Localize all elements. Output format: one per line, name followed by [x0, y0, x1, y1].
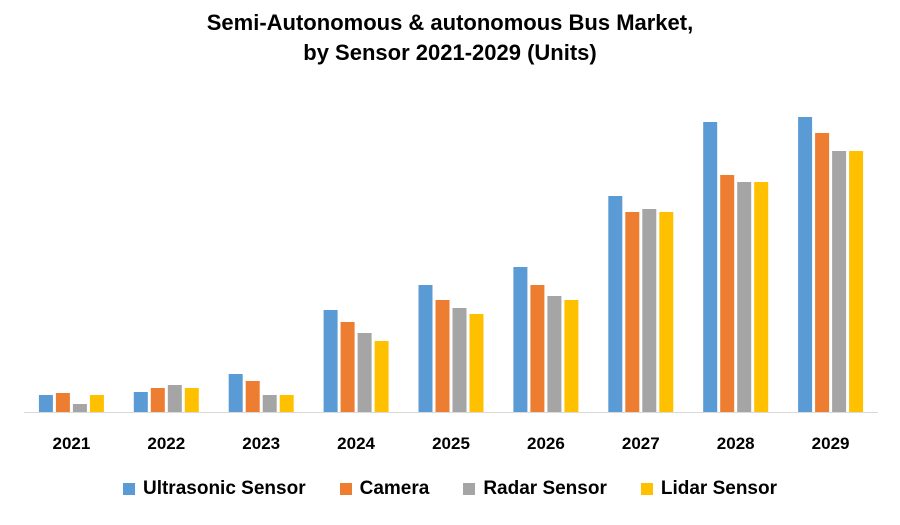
legend-item-camera: Camera — [339, 478, 430, 500]
bar-radar-sensor-2025 — [452, 308, 467, 412]
bar-lidar-sensor-2029 — [849, 151, 864, 412]
bar-ultrasonic-sensor-2026 — [513, 267, 528, 412]
bar-ultrasonic-sensor-2022 — [133, 392, 148, 412]
bar-lidar-sensor-2025 — [469, 314, 484, 412]
legend-item-lidar-sensor: Lidar Sensor — [640, 478, 778, 500]
bar-camera-2028 — [720, 175, 735, 412]
x-tick-label-2026: 2026 — [527, 434, 565, 453]
bar-radar-sensor-2023 — [262, 395, 277, 412]
bar-ultrasonic-sensor-2023 — [228, 374, 243, 412]
bar-ultrasonic-sensor-2024 — [323, 310, 338, 412]
bar-radar-sensor-2022 — [167, 385, 182, 412]
bar-camera-2021 — [55, 393, 70, 412]
legend: Ultrasonic Sensor Camera Radar Sensor Lidar… — [0, 478, 900, 500]
bar-ultrasonic-sensor-2027 — [608, 196, 623, 412]
bar-camera-2027 — [625, 212, 640, 412]
legend-item-radar-sensor: Radar Sensor — [463, 478, 607, 500]
bar-lidar-sensor-2021 — [89, 395, 104, 412]
bar-camera-2029 — [815, 133, 830, 412]
legend-swatch — [122, 483, 135, 495]
bar-camera-2022 — [150, 388, 165, 412]
bar-ultrasonic-sensor-2028 — [703, 122, 718, 412]
bar-camera-2024 — [340, 322, 355, 412]
x-tick-label-2028: 2028 — [717, 434, 755, 453]
x-tick-label-2021: 2021 — [52, 434, 90, 453]
bar-radar-sensor-2027 — [642, 209, 657, 412]
bar-camera-2025 — [435, 300, 450, 412]
bar-ultrasonic-sensor-2029 — [798, 117, 813, 412]
bar-radar-sensor-2024 — [357, 333, 372, 412]
legend-item-ultrasonic-sensor: Ultrasonic Sensor — [122, 478, 306, 500]
legend-label: Camera — [359, 478, 430, 499]
x-tick-label-2029: 2029 — [812, 434, 850, 453]
bar-lidar-sensor-2023 — [279, 395, 294, 412]
bar-camera-2026 — [530, 285, 545, 412]
bar-lidar-sensor-2024 — [374, 341, 389, 412]
legend-swatch — [463, 483, 476, 495]
x-tick-label-2027: 2027 — [622, 434, 660, 453]
bar-group — [38, 117, 864, 412]
legend-label: Ultrasonic Sensor — [142, 478, 306, 499]
legend-swatch — [339, 483, 352, 495]
bar-lidar-sensor-2022 — [184, 388, 199, 412]
x-tick-label-2025: 2025 — [432, 434, 470, 453]
x-tick-label-2022: 2022 — [147, 434, 185, 453]
chart-title: Semi-Autonomous & autonomous Bus Market,… — [0, 8, 900, 68]
x-tick-labels: 2021 2022 2023 2024 2025 2026 2027 2028 2029 — [52, 434, 849, 453]
legend-swatch — [640, 483, 653, 495]
legend-label: Lidar Sensor — [660, 478, 778, 499]
x-tick-label-2023: 2023 — [242, 434, 280, 453]
chart-title-line-1: Semi-Autonomous & autonomous Bus Market, — [206, 10, 694, 35]
bar-radar-sensor-2021 — [72, 404, 87, 412]
bar-lidar-sensor-2028 — [754, 182, 769, 412]
bar-ultrasonic-sensor-2025 — [418, 285, 433, 412]
bar-radar-sensor-2029 — [832, 151, 847, 412]
legend-label: Radar Sensor — [483, 478, 607, 499]
bar-chart: 2021 2022 2023 2024 2025 2026 2027 2028 2029 — [24, 117, 878, 453]
chart-title-line-2: by Sensor 2021-2029 (Units) — [303, 40, 597, 65]
x-tick-label-2024: 2024 — [337, 434, 375, 453]
bar-radar-sensor-2026 — [547, 296, 562, 412]
bar-ultrasonic-sensor-2021 — [38, 395, 53, 412]
bar-radar-sensor-2028 — [737, 182, 752, 412]
bar-lidar-sensor-2026 — [564, 300, 579, 412]
bar-lidar-sensor-2027 — [659, 212, 674, 412]
bar-camera-2023 — [245, 381, 260, 412]
